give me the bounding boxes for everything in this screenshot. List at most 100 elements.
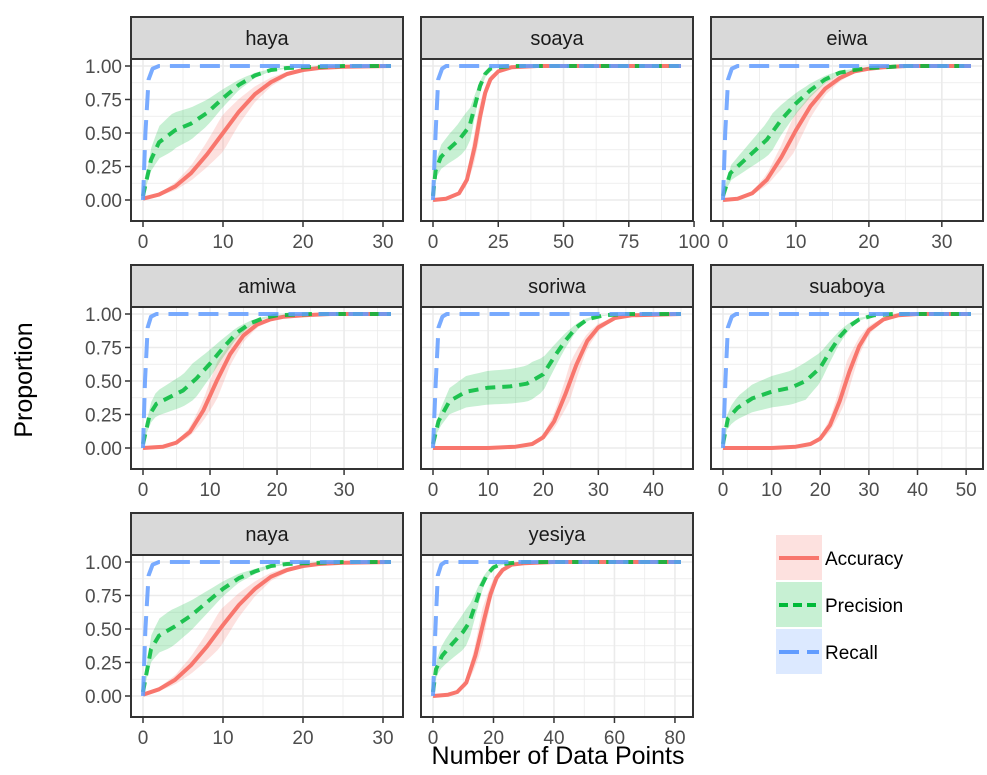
x-tick-label: 0 [718,232,729,253]
x-tick-label: 0 [428,232,439,253]
y-tick-label: 0.75 [85,339,122,360]
line-precision [431,312,681,445]
plot-background [421,307,693,469]
line-accuracy [142,560,392,697]
x-tick-label: 10 [212,728,233,749]
panel-border [420,306,694,470]
plot-background [421,555,693,717]
line-recall [141,560,391,697]
x-tick-label: 40 [643,480,664,501]
panel-border [130,58,404,222]
line-accuracy [432,64,681,202]
facet-title: haya [245,28,289,50]
line-accuracy [433,312,682,450]
x-tick-label: 0 [428,728,439,749]
line-recall [721,64,971,201]
legend: Accuracy Precision Recall [776,535,904,674]
x-tick-label: 100 [678,232,710,253]
y-tick-label: 0.75 [85,91,122,112]
y-tick-label: 1.00 [85,57,122,78]
y-tick-label: 0.50 [85,620,122,641]
y-tick-label: 0.00 [85,191,122,212]
x-tick-label: 40 [907,480,928,501]
facet-strip [130,16,404,60]
facet-title: yesiya [529,524,587,546]
ribbon-precision [433,314,681,446]
y-tick-label: 1.00 [85,305,122,326]
x-tick-label: 30 [372,232,393,253]
legend-item-recall: Recall [776,629,878,674]
x-tick-label: 10 [478,480,499,501]
x-tick-label: 20 [292,728,313,749]
x-tick-label: 30 [931,232,952,253]
legend-label: Accuracy [825,549,904,570]
x-tick-label: 40 [543,728,564,749]
x-tick-label: 20 [266,480,287,501]
panel-border [130,306,404,470]
x-tick-label: 30 [372,728,393,749]
panel-border [710,306,984,470]
x-tick-label: 80 [664,728,685,749]
x-tick-label: 0 [138,480,149,501]
line-recall [431,64,681,201]
grid [131,59,403,221]
facet-title: eiwa [826,28,868,50]
legend-item-precision: Precision [776,582,903,627]
facet-strip [710,16,984,60]
x-tick-label: 0 [718,480,729,501]
facet-haya: haya 0.00 0.25 0.50 0.75 1.00 0 10 20 30 [85,16,404,253]
x-tick-label: 20 [810,480,831,501]
line-recall [141,64,391,201]
facet-title: soriwa [528,276,587,298]
x-tick-label: 20 [858,232,879,253]
x-tick-label: 10 [785,232,806,253]
y-tick-label: 0.25 [85,654,122,675]
panel-border [710,58,984,222]
x-tick-label: 50 [553,232,574,253]
line-recall [141,312,391,449]
panel-border [420,58,694,222]
x-tick-label: 10 [199,480,220,501]
ribbon-accuracy [143,66,391,199]
legend-label: Precision [825,596,903,617]
ribbon-accuracy [143,314,391,448]
facet-amiwa: amiwa 0.00 0.25 0.50 0.75 1.00 0 10 20 30 [85,264,404,501]
ribbon-accuracy [143,562,391,695]
x-axis-title: Number of Data Points [432,742,685,770]
x-tick-label: 20 [292,232,313,253]
y-tick-label: 0.50 [85,372,122,393]
panel-border [130,554,404,718]
y-tick-label: 0.50 [85,124,122,145]
plot-background [711,59,983,221]
x-tick-label: 0 [138,232,149,253]
facet-strip [420,16,694,60]
x-tick-label: 10 [212,232,233,253]
legend-item-accuracy: Accuracy [776,535,904,580]
x-tick-label: 20 [533,480,554,501]
line-precision [721,312,971,445]
facet-title: naya [245,524,289,546]
facet-title: amiwa [238,276,297,298]
ribbon-precision [143,66,391,198]
x-tick-label: 20 [483,728,504,749]
y-tick-label: 1.00 [85,553,122,574]
line-precision [141,64,391,197]
facet-title: soaya [530,28,584,50]
y-tick-label: 0.00 [85,439,122,460]
facet-panels: haya 0.00 0.25 0.50 0.75 1.00 0 10 20 30 soaya 0 25 5… [85,16,984,749]
line-recall [431,560,681,697]
panel-border [420,554,694,718]
x-tick-label: 30 [858,480,879,501]
facet-eiwa: eiwa 0 10 20 30 [710,16,984,253]
y-tick-label: 0.00 [85,687,122,708]
facet-strip [710,264,984,308]
x-tick-label: 10 [761,480,782,501]
x-tick-label: 0 [138,728,149,749]
ribbon-precision [143,562,391,694]
grid [711,59,983,221]
facet-strip [420,512,694,556]
x-tick-label: 30 [334,480,355,501]
facet-strip [130,264,404,308]
x-tick-label: 25 [488,232,509,253]
